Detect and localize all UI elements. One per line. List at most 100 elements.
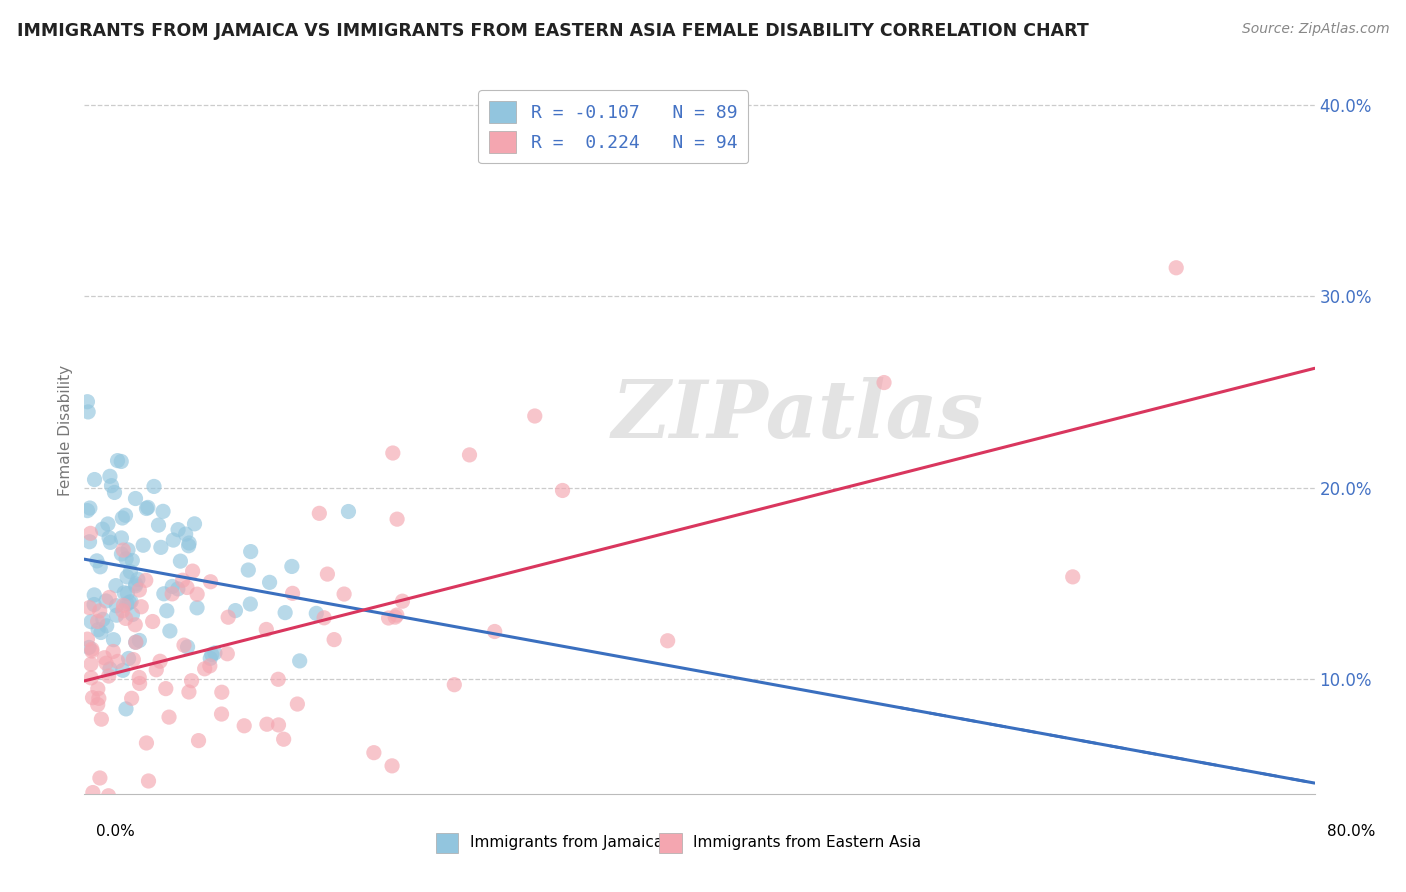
Point [111,511,134,525]
Point [239,597,262,611]
Point [120,565,142,579]
Point [384,610,406,624]
Point [128,670,150,684]
Point [391,594,413,608]
Point [155,681,177,696]
Point [1062,570,1084,584]
Point [80,615,103,629]
Point [98,469,121,483]
Point [76,503,98,517]
Point [176,640,198,654]
Point [80,644,103,658]
Point [90,625,112,640]
Point [162,579,184,593]
Point [120,595,142,609]
Point [77,640,100,655]
Point [117,542,139,557]
Point [873,376,896,390]
Point [97,789,120,803]
Point [239,544,262,558]
Point [176,581,198,595]
Point [98,591,121,605]
Point [381,759,404,773]
Point [129,599,152,614]
Point [274,606,297,620]
Point [381,446,404,460]
Point [112,586,135,600]
Point [186,600,208,615]
Point [77,405,100,419]
Point [385,608,408,623]
Point [173,638,195,652]
Point [100,535,122,549]
Point [211,685,233,699]
Point [128,676,150,690]
Point [180,673,202,688]
Point [117,651,139,665]
Point [105,608,128,623]
Point [91,612,114,626]
Point [254,623,277,637]
Point [172,573,194,587]
Point [152,504,174,518]
Point [83,588,105,602]
Point [259,575,281,590]
Point [169,554,191,568]
Point [1166,260,1188,275]
Point [177,685,200,699]
Point [90,712,112,726]
Point [305,607,328,621]
Point [145,663,167,677]
Point [363,746,385,760]
Point [82,786,104,800]
Point [103,485,125,500]
Point [89,559,111,574]
Point [76,394,98,409]
Point [110,454,132,468]
Point [238,563,260,577]
Point [117,586,139,600]
Point [107,654,129,668]
Point [121,553,143,567]
Point [89,771,111,785]
Point [115,597,138,611]
Point [135,574,157,588]
Point [87,691,110,706]
Point [148,518,170,533]
Point [104,579,127,593]
Point [79,534,101,549]
Point [194,662,217,676]
Point [308,506,330,520]
Point [112,599,135,613]
Point [125,635,148,649]
Point [132,538,155,552]
Point [135,736,157,750]
Text: Immigrants from Eastern Asia: Immigrants from Eastern Asia [693,836,921,850]
Point [80,657,103,672]
Point [186,587,208,601]
Point [333,587,356,601]
Point [76,632,98,647]
Point [103,632,125,647]
Point [160,587,183,601]
Point [183,516,205,531]
Point [110,547,132,561]
Point [89,604,111,618]
Point [281,559,304,574]
Point [159,805,181,820]
Point [657,633,679,648]
Point [256,717,278,731]
Text: 80.0%: 80.0% [1327,824,1375,838]
Text: ZIPatlas: ZIPatlas [612,377,984,455]
Point [127,573,149,587]
Point [211,706,233,721]
Point [97,669,120,683]
Point [162,533,184,547]
Point [111,604,134,618]
Point [565,127,588,141]
Point [93,650,115,665]
Point [98,662,121,676]
Point [200,651,222,665]
Point [124,491,146,506]
Point [796,810,818,824]
